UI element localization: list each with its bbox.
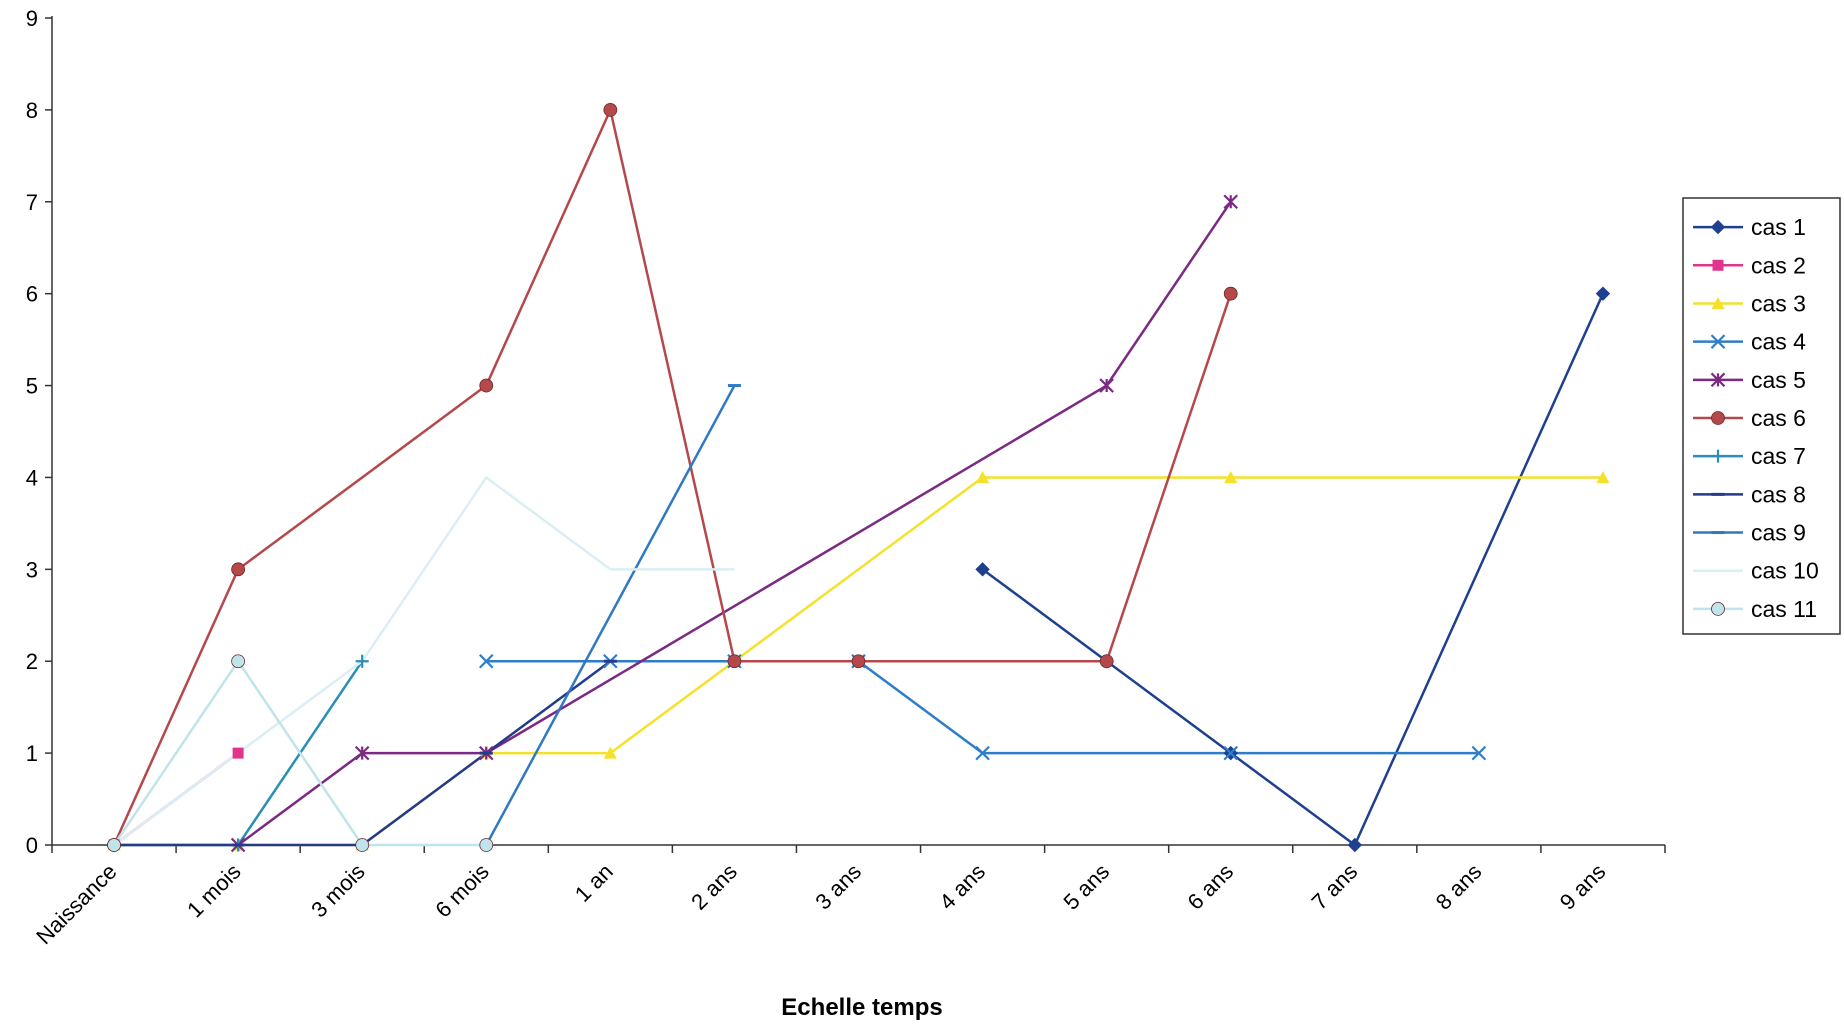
legend-marker <box>1712 259 1724 271</box>
series-line-11 <box>113 659 487 847</box>
data-point-series-5 <box>354 745 370 761</box>
series-line-4 <box>486 659 1479 755</box>
data-point-series-11 <box>107 838 121 852</box>
data-point-series-2 <box>232 747 244 759</box>
y-tick-label: 3 <box>26 557 38 582</box>
series-line-6 <box>112 108 1232 846</box>
data-point-series-3 <box>603 746 617 759</box>
legend-marker <box>1710 372 1726 388</box>
legend-item-label: cas 7 <box>1751 443 1806 469</box>
y-tick-label: 7 <box>26 190 38 215</box>
series-lines <box>112 108 1605 847</box>
legend-item-label: cas 9 <box>1751 520 1806 546</box>
y-tick-label: 8 <box>26 98 38 123</box>
legend-marker <box>1711 449 1725 463</box>
legend-marker <box>1711 296 1725 309</box>
x-tick-label: 4 ans <box>934 859 990 915</box>
data-point-series-7 <box>355 654 369 668</box>
data-point-series-3 <box>1596 470 1610 483</box>
data-point-series-4 <box>975 745 990 761</box>
legend-item-label: cas 4 <box>1751 329 1806 355</box>
data-point-series-4 <box>478 653 494 669</box>
legend-item-label: cas 2 <box>1751 252 1806 278</box>
data-point-series-5 <box>1099 378 1114 393</box>
x-tick-label: 5 ans <box>1058 859 1114 915</box>
legend-item-label: cas 3 <box>1751 290 1806 316</box>
data-point-series-1 <box>1595 286 1611 301</box>
x-tick-label: 7 ans <box>1307 859 1363 915</box>
x-tick-label: Naissance <box>31 859 121 949</box>
data-point-series-5 <box>1223 194 1239 210</box>
y-tick-label: 2 <box>26 649 38 674</box>
data-point-series-4 <box>1471 745 1487 761</box>
legend-marker <box>1710 219 1726 235</box>
legend-item-label: cas 6 <box>1751 405 1806 431</box>
y-tick-label: 5 <box>26 374 38 399</box>
data-point-series-1 <box>1347 837 1363 853</box>
data-point-series-6 <box>479 378 494 393</box>
legend-marker <box>1711 411 1725 425</box>
legend: cas 1 cas 2 cas 3 cas 4 cas 5 cas 6 cas 7 cas 8… <box>1682 197 1841 635</box>
data-point-series-6 <box>1223 286 1238 301</box>
data-point-series-6 <box>851 654 866 669</box>
x-tick-label: 2 ans <box>686 859 742 915</box>
data-point-series-3 <box>1224 470 1238 483</box>
y-axis: 0 1 2 3 4 5 6 7 8 9 <box>26 6 53 858</box>
x-axis: Naissance 1 mois 3 mois 6 mois 1 an 2 ans 3 an… <box>31 844 1666 949</box>
series-markers <box>107 102 1611 853</box>
x-tick-label: 8 ans <box>1431 859 1487 915</box>
data-point-series-6 <box>603 102 618 117</box>
data-point-series-11 <box>231 654 246 669</box>
data-point-series-11 <box>479 838 494 852</box>
y-tick-label: 9 <box>26 6 38 31</box>
data-point-series-11 <box>355 838 370 852</box>
y-tick-label: 0 <box>26 833 38 858</box>
x-tick-label: 9 ans <box>1555 859 1611 915</box>
legend-item-label: cas 5 <box>1751 367 1806 393</box>
x-tick-label: 3 mois <box>306 859 369 922</box>
series-line-1 <box>981 293 1605 847</box>
x-tick-label: 6 mois <box>430 859 493 922</box>
data-point-series-1 <box>975 562 990 577</box>
x-tick-label: 1 an <box>570 859 618 907</box>
data-point-series-6 <box>1099 654 1114 669</box>
series-line-9 <box>485 384 736 846</box>
x-tick-label: 1 mois <box>182 859 245 922</box>
series-line-10 <box>113 476 735 847</box>
data-point-series-3 <box>976 470 990 483</box>
y-tick-label: 4 <box>26 465 38 490</box>
x-axis-title: Echelle temps <box>781 994 942 1021</box>
legend-marker <box>1710 334 1726 349</box>
x-tick-label: 3 ans <box>810 859 866 915</box>
legend-item-label: cas 11 <box>1751 596 1817 622</box>
data-point-series-4 <box>1223 745 1239 761</box>
series-line-5 <box>237 201 1232 847</box>
legend-item-label: cas 10 <box>1751 558 1819 584</box>
data-point-series-6 <box>231 562 246 577</box>
y-tick-label: 1 <box>26 741 38 766</box>
data-point-series-6 <box>727 654 742 669</box>
legend-marker <box>1711 602 1725 616</box>
legend-item-label: cas 8 <box>1751 481 1806 507</box>
legend-box <box>1682 197 1841 635</box>
x-tick-label: 6 ans <box>1183 859 1239 915</box>
y-tick-label: 6 <box>26 282 38 307</box>
legend-item-label: cas 1 <box>1751 214 1806 240</box>
